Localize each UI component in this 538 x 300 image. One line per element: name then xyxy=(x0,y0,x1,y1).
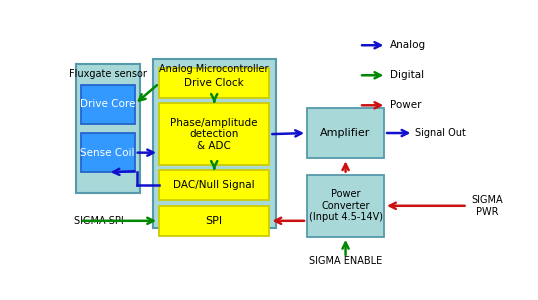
Text: SIGMA
PWR: SIGMA PWR xyxy=(472,195,504,217)
Text: SIGMA SPI: SIGMA SPI xyxy=(74,216,123,226)
Text: DAC/Null Signal: DAC/Null Signal xyxy=(173,180,255,190)
Text: Phase/amplitude
detection
& ADC: Phase/amplitude detection & ADC xyxy=(171,118,258,151)
FancyBboxPatch shape xyxy=(159,103,270,165)
FancyBboxPatch shape xyxy=(75,64,140,193)
Text: Sense Coil: Sense Coil xyxy=(81,148,135,158)
FancyBboxPatch shape xyxy=(307,108,384,158)
FancyBboxPatch shape xyxy=(81,85,135,124)
Text: Fluxgate sensor: Fluxgate sensor xyxy=(69,70,147,80)
FancyBboxPatch shape xyxy=(159,206,270,236)
FancyBboxPatch shape xyxy=(81,133,135,172)
Text: Drive Clock: Drive Clock xyxy=(185,78,244,88)
Text: Analog: Analog xyxy=(391,40,427,50)
FancyBboxPatch shape xyxy=(153,59,276,228)
Text: Analog Microcontroller: Analog Microcontroller xyxy=(159,64,269,74)
FancyBboxPatch shape xyxy=(159,68,270,98)
Text: SIGMA ENABLE: SIGMA ENABLE xyxy=(309,256,382,266)
Text: Power
Converter
(Input 4.5-14V): Power Converter (Input 4.5-14V) xyxy=(309,189,383,222)
Text: SPI: SPI xyxy=(206,216,223,226)
FancyBboxPatch shape xyxy=(159,170,270,200)
Text: Amplifier: Amplifier xyxy=(320,128,371,138)
Text: Power: Power xyxy=(391,100,422,110)
FancyBboxPatch shape xyxy=(307,175,384,237)
Text: Signal Out: Signal Out xyxy=(415,128,466,138)
Text: Digital: Digital xyxy=(391,70,424,80)
Text: Drive Core: Drive Core xyxy=(80,99,136,109)
